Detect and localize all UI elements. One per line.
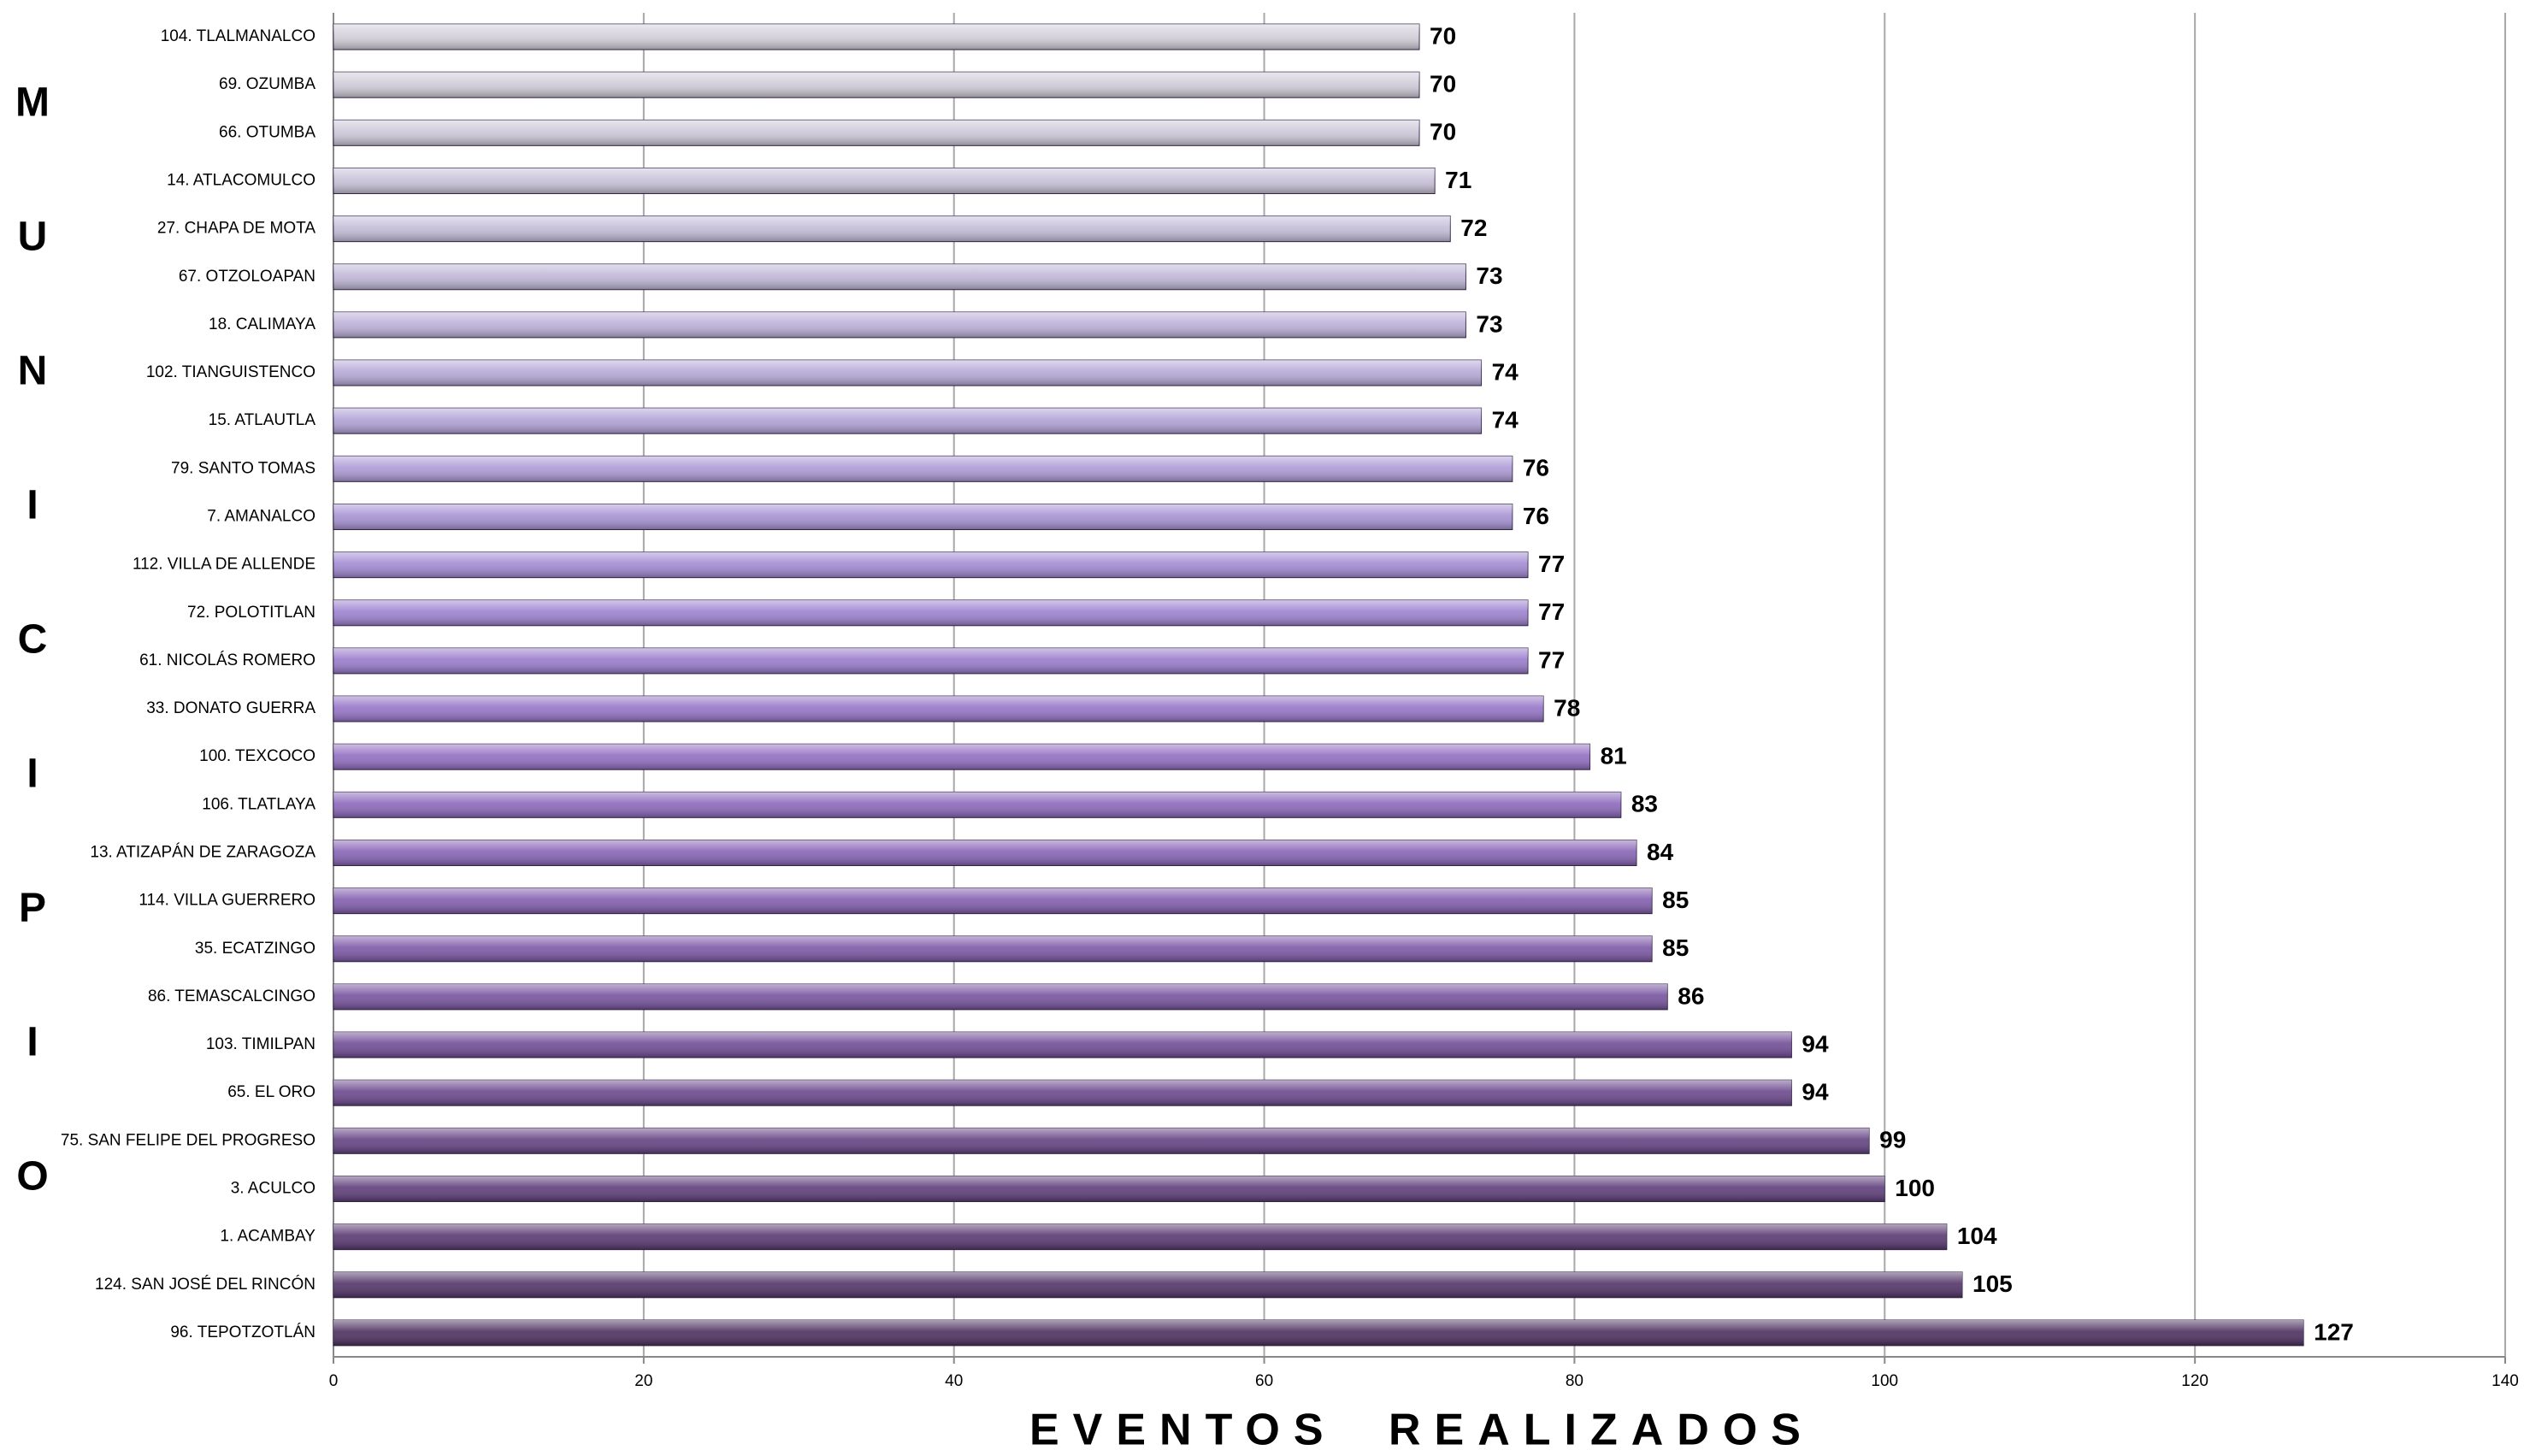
value-label: 94 (1802, 1079, 1829, 1105)
bar-shine (333, 360, 1482, 386)
value-label: 127 (2314, 1318, 2354, 1345)
x-tick-label: 20 (634, 1372, 652, 1390)
x-tick-label: 80 (1566, 1372, 1583, 1390)
x-axis-title: EVENTOS REALIZADOS (1029, 1406, 1814, 1455)
bar-shine (333, 647, 1528, 674)
y-tick-label: 103. TIMILPAN (206, 1035, 316, 1053)
y-tick-label: 79. SANTO TOMAS (171, 459, 316, 477)
y-tick-label: 61. NICOLÁS ROMERO (139, 651, 316, 669)
value-label: 70 (1430, 119, 1456, 145)
y-tick-label: 104. TLALMANALCO (161, 27, 316, 45)
value-label: 77 (1538, 598, 1565, 625)
bar-shine (333, 744, 1590, 770)
x-tick-label: 100 (1871, 1372, 1898, 1390)
value-label: 77 (1538, 551, 1565, 577)
y-tick-label: 7. AMANALCO (207, 508, 316, 526)
value-label: 94 (1802, 1030, 1829, 1057)
y-tick-label: 14. ATLACOMULCO (167, 172, 316, 190)
bar-shine (333, 599, 1528, 626)
value-label: 76 (1523, 503, 1549, 529)
bar-shine (333, 311, 1466, 338)
bar-shine (333, 168, 1436, 194)
y-axis-title: MUNICIPIO (10, 80, 56, 1288)
value-label: 70 (1430, 22, 1456, 49)
bar-shine (333, 456, 1513, 482)
value-label: 83 (1631, 791, 1658, 817)
bar-shine (333, 983, 1668, 1010)
y-tick-label: 86. TEMASCALCINGO (148, 987, 316, 1005)
y-tick-label: 27. CHAPA DE MOTA (157, 220, 316, 238)
y-tick-label: 124. SAN JOSÉ DEL RINCÓN (95, 1275, 316, 1294)
bar-shine (333, 1032, 1792, 1058)
x-tick-label: 40 (945, 1372, 963, 1390)
value-label: 100 (1895, 1175, 1935, 1201)
value-label: 76 (1523, 455, 1549, 481)
bar-shine (333, 1176, 1885, 1202)
y-tick-label: 102. TIANGUISTENCO (146, 363, 316, 381)
x-tick-label: 120 (2181, 1372, 2208, 1390)
value-label: 77 (1538, 646, 1565, 673)
y-tick-label: 100. TEXCOCO (199, 747, 316, 765)
y-tick-label: 67. OTZOLOAPAN (179, 268, 316, 286)
bar-shine (333, 840, 1636, 866)
bar-shine (333, 215, 1451, 242)
value-label: 86 (1678, 982, 1704, 1009)
bar-shine (333, 1128, 1870, 1154)
value-label: 105 (1973, 1270, 2013, 1297)
value-label: 104 (1957, 1223, 1997, 1249)
y-tick-label: 112. VILLA DE ALLENDE (133, 556, 316, 574)
y-tick-label: 66. OTUMBA (219, 123, 316, 141)
bar-shine (333, 887, 1653, 914)
y-tick-label: 114. VILLA GUERRERO (139, 892, 316, 910)
y-tick-label: 18. CALIMAYA (209, 315, 316, 333)
y-tick-label: 75. SAN FELIPE DEL PROGRESO (61, 1131, 316, 1149)
y-tick-label: 35. ECATZINGO (195, 940, 316, 958)
bar-shine (333, 408, 1482, 434)
value-label: 78 (1554, 694, 1580, 721)
y-tick-label: 1. ACAMBAY (220, 1228, 316, 1246)
bar-shine (333, 120, 1419, 146)
value-label: 74 (1492, 358, 1519, 385)
bar-shine (333, 935, 1653, 962)
bar-shine (333, 1319, 2304, 1346)
bar-shine (333, 72, 1419, 98)
value-label: 71 (1445, 167, 1471, 193)
value-label: 81 (1601, 743, 1627, 769)
bar-shine (333, 696, 1544, 722)
bar-shine (333, 1080, 1792, 1106)
bar-shine (333, 263, 1466, 290)
bar-shine (333, 551, 1528, 578)
y-tick-label: 65. EL ORO (227, 1083, 316, 1101)
value-label: 99 (1879, 1127, 1906, 1153)
y-tick-label: 72. POLOTITLAN (187, 604, 316, 622)
y-tick-label: 69. OZUMBA (219, 75, 316, 93)
value-label: 73 (1476, 310, 1502, 337)
x-tick-label: 140 (2492, 1372, 2519, 1390)
y-tick-label: 15. ATLAUTLA (209, 411, 316, 429)
value-label: 85 (1662, 887, 1689, 913)
x-tick-label: 0 (329, 1372, 339, 1390)
y-tick-label: 96. TEPOTZOTLÁN (170, 1323, 316, 1341)
y-tick-label: 13. ATIZAPÁN DE ZARAGOZA (90, 844, 316, 862)
bar-shine (333, 1271, 1962, 1298)
y-tick-label: 106. TLATLAYA (202, 795, 316, 813)
bar-shine (333, 24, 1419, 50)
value-label: 73 (1476, 262, 1502, 289)
value-label: 72 (1460, 215, 1487, 241)
value-label: 70 (1430, 71, 1456, 97)
bar-shine (333, 1223, 1947, 1250)
x-tick-label: 60 (1255, 1372, 1273, 1390)
bar-shine (333, 504, 1513, 530)
bar-shine (333, 792, 1621, 818)
value-label: 85 (1662, 934, 1689, 961)
value-label: 74 (1492, 407, 1519, 433)
value-label: 84 (1647, 839, 1674, 865)
y-tick-label: 33. DONATO GUERRA (146, 699, 316, 717)
y-tick-label: 3. ACULCO (231, 1180, 316, 1198)
